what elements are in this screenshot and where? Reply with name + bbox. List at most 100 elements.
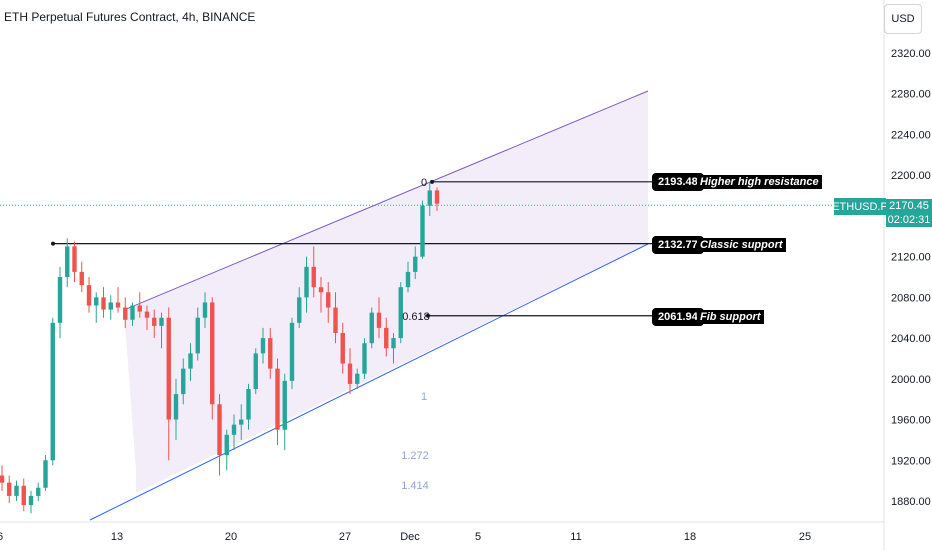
candle-body (123, 307, 128, 320)
price-tick-label: 2000.00 (891, 374, 931, 386)
candle-body (427, 190, 432, 206)
candle-body (318, 287, 324, 293)
time-tick-label: 5 (475, 531, 481, 543)
channel-fill (124, 91, 648, 493)
candle-body (210, 302, 215, 405)
time-axis-layer: 6 13 20 27 Dec 5 11 18 25 (0, 521, 884, 543)
candle-body (115, 302, 121, 308)
candle-body (340, 333, 345, 364)
candle-body (239, 419, 244, 425)
time-tick-label: 6 (0, 531, 3, 543)
candle-body (36, 487, 41, 496)
candle-body (152, 317, 157, 326)
candle-body (137, 305, 142, 312)
time-tick-label: 13 (111, 531, 123, 543)
candle-body (202, 302, 208, 318)
channel-bottom-line[interactable] (89, 243, 649, 521)
annotation-value-classic-support[interactable]: 2132.77 (652, 236, 704, 254)
price-tick-label: 2280.00 (891, 89, 931, 101)
candle-body (57, 277, 63, 323)
candle-body (391, 338, 396, 349)
candle-body (376, 312, 382, 328)
bar-countdown: 02:02:31 (886, 213, 932, 227)
candle-body (79, 271, 84, 286)
candle-body (246, 389, 251, 420)
time-tick-label: 11 (570, 531, 581, 543)
candle-body (413, 256, 418, 272)
candle-body (289, 322, 295, 381)
candle-body (43, 460, 48, 488)
candle-body (108, 302, 113, 310)
candles-layer (0, 182, 440, 514)
fib-label: 1.272 (401, 450, 429, 462)
candle-body (94, 297, 99, 306)
candle-body (405, 271, 411, 288)
candle-body (231, 424, 237, 435)
level-anchor-1 (51, 241, 55, 246)
candle-body (144, 311, 150, 318)
candle-body (420, 205, 425, 257)
candle-body (195, 317, 200, 354)
candle-body (159, 317, 164, 326)
level-anchor-2 (426, 313, 430, 318)
channel-layer (89, 90, 649, 521)
candle-body (260, 338, 266, 354)
fib-anchor-label: 0 (421, 177, 427, 189)
candle-body (253, 353, 258, 389)
candle-body (434, 190, 440, 204)
candle-body (333, 307, 338, 333)
candle-body (384, 327, 389, 349)
fib-anchor-label: 0.618 (402, 311, 430, 323)
candle-body (28, 495, 34, 506)
annotation-label-classic-support[interactable]: Classic support (697, 238, 786, 252)
fib-label: 1 (421, 391, 427, 403)
candle-body (297, 297, 302, 323)
candle-body (217, 404, 222, 456)
channel-top-line[interactable] (123, 90, 649, 311)
chart-title: ETH Perpetual Futures Contract, 4h, BINA… (4, 10, 256, 24)
price-tick-label: 1880.00 (891, 496, 931, 508)
time-tick-label: Dec (400, 531, 420, 543)
annotation-value-resistance[interactable]: 2193.48 (652, 173, 704, 191)
candle-body (275, 368, 280, 430)
candle-body (7, 482, 12, 496)
price-tick-label: 2240.00 (891, 129, 931, 141)
price-axis-layer: 2320.002280.002240.002200.002160.002120.… (883, 0, 931, 550)
candle-body (355, 373, 360, 384)
price-tick-label: 2120.00 (891, 252, 931, 264)
candle-body (166, 317, 171, 420)
candle-body (173, 394, 179, 420)
candle-body (282, 380, 287, 430)
fib-labels-layer: 1 1.272 1.414 0 0.618 (401, 177, 430, 492)
candle-body (362, 343, 367, 374)
candle-body (398, 287, 403, 339)
annotation-label-resistance[interactable]: Higher high resistance (697, 175, 822, 189)
price-tick-label: 1960.00 (891, 415, 931, 427)
price-tick-label: 1920.00 (891, 455, 931, 467)
time-tick-label: 20 (225, 531, 237, 543)
candle-body (369, 312, 374, 344)
candle-body (130, 305, 135, 320)
candle-body (0, 475, 5, 483)
current-price-label: 2170.45 (886, 199, 932, 213)
fib-label: 1.414 (401, 480, 429, 492)
price-tick-label: 2080.00 (891, 292, 931, 304)
price-tick-label: 2200.00 (891, 170, 931, 182)
level-anchor-0 (430, 179, 434, 184)
symbol-price-tag: ETHUSD.P (832, 198, 888, 215)
candle-body (268, 338, 273, 369)
candle-body (14, 485, 19, 496)
candle-body (224, 434, 229, 456)
candle-body (65, 246, 70, 277)
annotation-value-fib-support[interactable]: 2061.94 (652, 308, 704, 326)
time-tick-label: 18 (684, 531, 696, 543)
price-tick-label: 2040.00 (891, 333, 931, 345)
candle-body (326, 292, 331, 308)
levels-layer (0, 179, 834, 318)
candle-body (86, 285, 92, 306)
candle-body (21, 485, 26, 506)
annotation-label-fib-support[interactable]: Fib support (697, 310, 764, 324)
currency-selector[interactable]: USD (884, 4, 922, 34)
